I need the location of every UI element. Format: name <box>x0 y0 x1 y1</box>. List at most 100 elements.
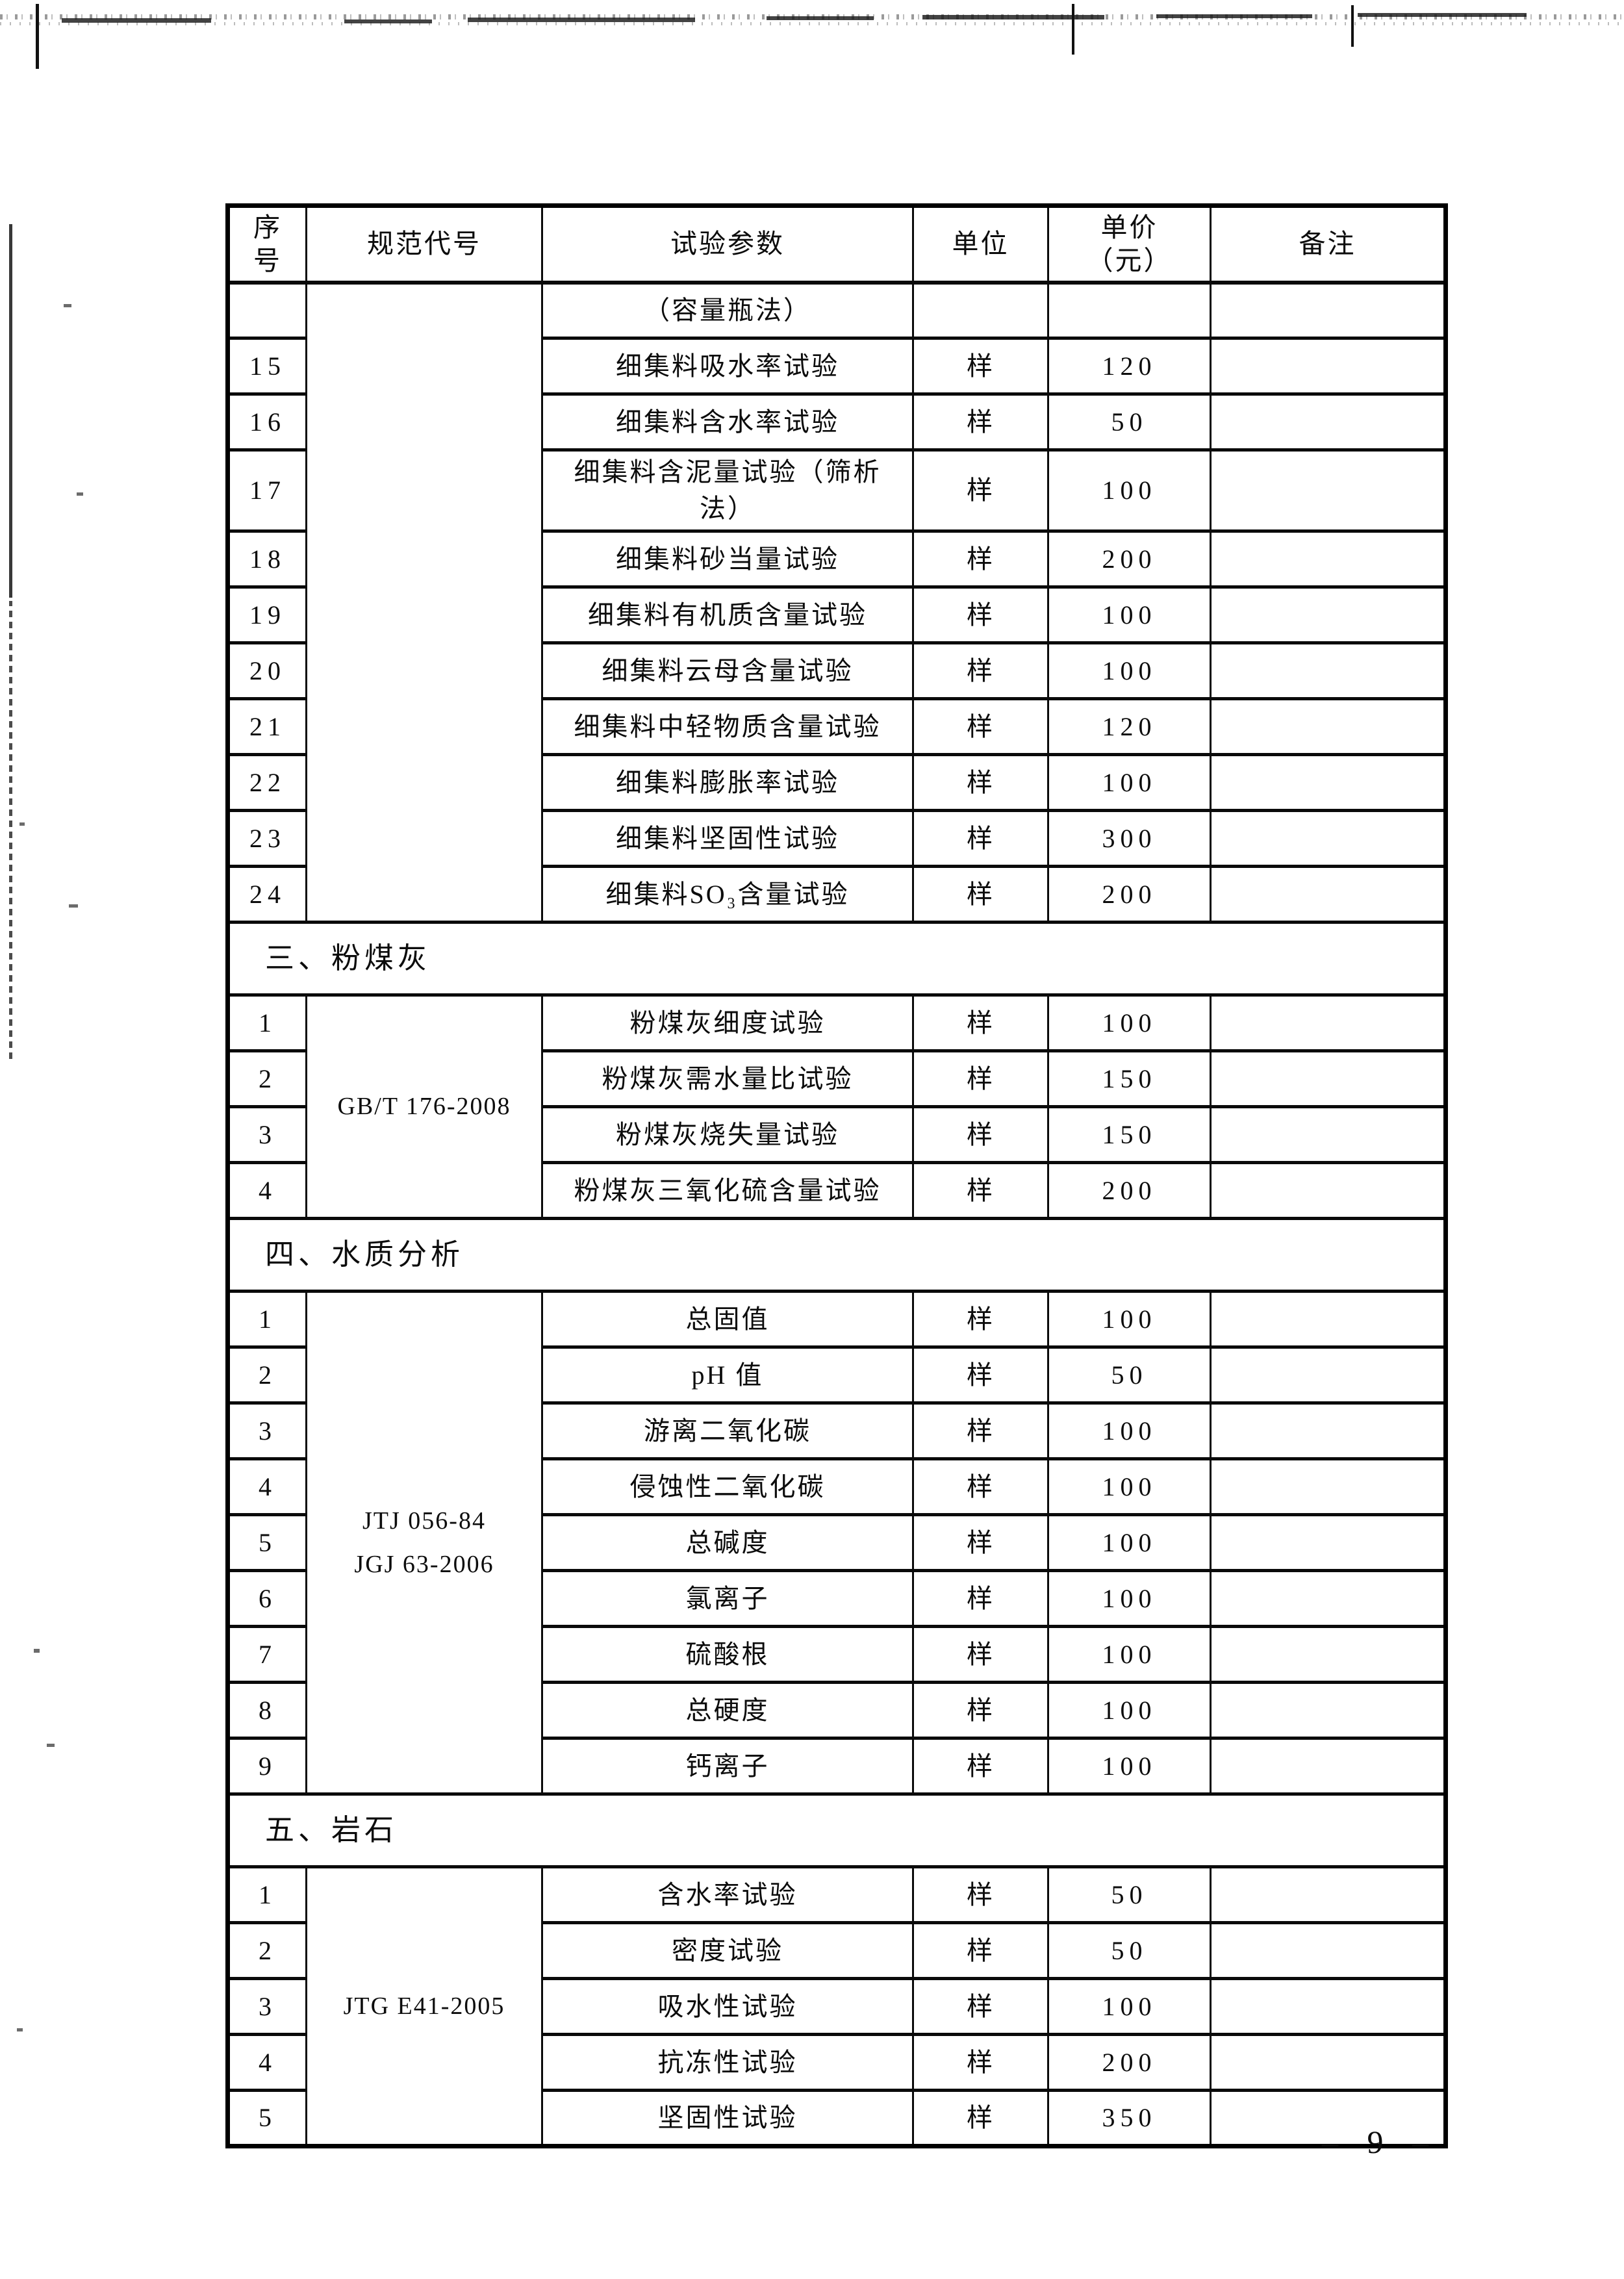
cell-price: 100 <box>1047 1457 1212 1516</box>
table-row: 18 细集料砂当量试验样 200 <box>227 529 1447 589</box>
cell-price: 50 <box>1047 1865 1212 1924</box>
cell-unit: 样 <box>912 1681 1049 1740</box>
cell-seq: 2 <box>227 1345 307 1405</box>
table-row: 24 细集料SO₃含量试验样 200 <box>227 865 1447 924</box>
cell-remark <box>1210 753 1447 812</box>
cell-remark <box>1210 2089 1447 2148</box>
cell-remark <box>1210 1401 1447 1460</box>
cell-unit: 样 <box>912 1161 1049 1220</box>
header-param: 试验参数 <box>541 204 914 285</box>
table-row: 4 抗冻性试验样 200 <box>227 2033 1447 2092</box>
cell-unit: 样 <box>912 1977 1049 2036</box>
cell-remark <box>1210 392 1447 452</box>
header-spec: 规范代号 <box>305 204 543 285</box>
cell-param: pH 值 <box>541 1345 914 1405</box>
cell-remark <box>1210 1513 1447 1572</box>
cell-param: 总固值 <box>541 1290 914 1349</box>
cell-param: 细集料有机质含量试验 <box>541 585 914 644</box>
cell-remark <box>1210 1737 1447 1796</box>
header-price: 单价 （元） <box>1047 204 1212 285</box>
cell-remark <box>1210 529 1447 589</box>
cell-unit: 样 <box>912 1737 1049 1796</box>
cell-seq: 22 <box>227 753 307 812</box>
cell-remark <box>1210 448 1447 533</box>
cell-price: 100 <box>1047 585 1212 644</box>
scan-noise-speck <box>19 822 25 826</box>
table-row: 15 细集料吸水率试验样 120 <box>227 337 1447 396</box>
header-row: 序 号 规范代号 试验参数 单位 单价 （元） 备注 <box>227 204 1447 285</box>
cell-remark <box>1210 1681 1447 1740</box>
table-row: 22 细集料膨胀率试验样 100 <box>227 753 1447 812</box>
cell-param: 氯离子 <box>541 1569 914 1628</box>
table-row: 4 粉煤灰三氧化硫含量试验样 200 <box>227 1161 1447 1220</box>
cell-price: 150 <box>1047 1105 1212 1164</box>
cell-price: 100 <box>1047 753 1212 812</box>
cell-remark <box>1210 2033 1447 2092</box>
cell-seq: 5 <box>227 2089 307 2148</box>
cell-unit: 样 <box>912 1345 1049 1405</box>
cell-param: 细集料吸水率试验 <box>541 337 914 396</box>
cell-remark <box>1210 281 1447 340</box>
cell-price: 100 <box>1047 993 1212 1052</box>
table-row: 16 细集料含水率试验样 50 <box>227 392 1447 452</box>
scan-noise-dash <box>1156 14 1312 18</box>
scan-noise-top-band-2 <box>0 22 1624 25</box>
cell-price: 200 <box>1047 2033 1212 2092</box>
section-title-row: 五、岩石 <box>227 1792 1447 1868</box>
section-title-cell: 三、粉煤灰 <box>227 921 1447 997</box>
cell-seq: 8 <box>227 1681 307 1740</box>
scan-noise-dash <box>922 15 1104 19</box>
table-row: 7 硫酸根样 100 <box>227 1625 1447 1684</box>
cell-unit: 样 <box>912 2089 1049 2148</box>
cell-unit: 样 <box>912 753 1049 812</box>
header-seq: 序 号 <box>227 204 307 285</box>
cell-spec-code: JTG E41-2005 <box>305 1865 543 2148</box>
table-row: 21 细集料中轻物质含量试验样 120 <box>227 697 1447 756</box>
scan-noise-dash <box>468 18 695 22</box>
section-title-row: 三、粉煤灰 <box>227 921 1447 997</box>
cell-remark <box>1210 1977 1447 2036</box>
cell-seq: 20 <box>227 641 307 700</box>
cell-param: 抗冻性试验 <box>541 2033 914 2092</box>
cell-price: 100 <box>1047 1401 1212 1460</box>
cell-param: 坚固性试验 <box>541 2089 914 2148</box>
cell-price: 300 <box>1047 809 1212 868</box>
table-row: 6 氯离子样 100 <box>227 1569 1447 1628</box>
cell-spec-code: GB/T 176-2008 <box>305 993 543 1220</box>
table-row: 2 粉煤灰需水量比试验样 150 <box>227 1049 1447 1108</box>
cell-price: 100 <box>1047 1625 1212 1684</box>
cell-unit: 样 <box>912 1290 1049 1349</box>
section-title-row: 四、水质分析 <box>227 1217 1447 1293</box>
cell-spec-code: JTJ 056-84 JGJ 63-2006 <box>305 1290 543 1796</box>
cell-unit: 样 <box>912 809 1049 868</box>
table-row: 8 总硬度样 100 <box>227 1681 1447 1740</box>
cell-price: 50 <box>1047 1921 1212 1980</box>
cell-param: 粉煤灰三氧化硫含量试验 <box>541 1161 914 1220</box>
cell-unit: 样 <box>912 1049 1049 1108</box>
cell-remark <box>1210 1625 1447 1684</box>
table-row: 4 侵蚀性二氧化碳样 100 <box>227 1457 1447 1516</box>
cell-unit: 样 <box>912 392 1049 452</box>
cell-remark <box>1210 1105 1447 1164</box>
cell-unit: 样 <box>912 1105 1049 1164</box>
cell-unit: 样 <box>912 337 1049 396</box>
cell-seq: 23 <box>227 809 307 868</box>
cell-unit: 样 <box>912 1457 1049 1516</box>
scan-noise-speck <box>34 1649 40 1653</box>
section-title-cell: 四、水质分析 <box>227 1217 1447 1293</box>
cell-seq: 1 <box>227 1290 307 1349</box>
cell-seq: 3 <box>227 1105 307 1164</box>
cell-unit: 样 <box>912 1865 1049 1924</box>
cell-unit: 样 <box>912 585 1049 644</box>
scan-noise-left-line-dashed <box>9 601 12 1059</box>
cell-price: 100 <box>1047 1290 1212 1349</box>
cell-seq: 4 <box>227 1161 307 1220</box>
cell-remark <box>1210 585 1447 644</box>
table-row: 5 坚固性试验样 350 <box>227 2089 1447 2148</box>
cell-remark <box>1210 1161 1447 1220</box>
scan-noise-tick <box>1351 5 1354 47</box>
table-row: 2 密度试验样 50 <box>227 1921 1447 1980</box>
page-number: – 9 – <box>1322 2124 1439 2160</box>
fee-table-body: （容量瓶法） 15 细集料吸水率试验样 120 16 细集料含水率试验样 50 17 细集料含泥… <box>227 281 1447 2148</box>
